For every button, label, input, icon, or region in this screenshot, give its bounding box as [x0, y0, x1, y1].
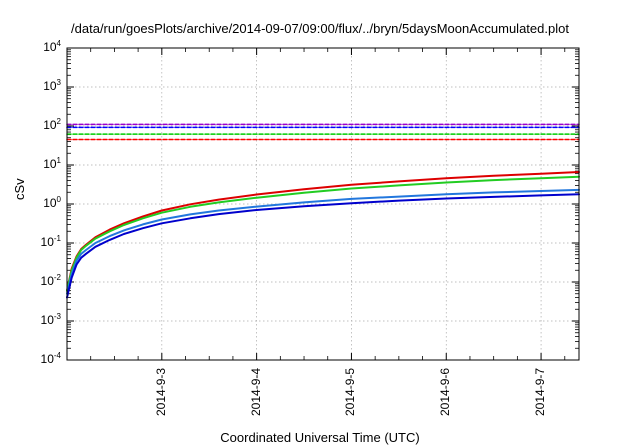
y-tick-base: 10	[40, 352, 54, 366]
x-tick-label: 2014-9-4	[248, 367, 263, 416]
y-tick-exponent: 3	[56, 78, 61, 87]
y-tick-label: 102	[21, 117, 61, 132]
series-line-2	[66, 188, 580, 295]
y-tick-base: 10	[43, 157, 57, 171]
y-tick-exponent: 0	[56, 195, 61, 204]
series-line-0	[66, 171, 580, 292]
x-tick-label: 2014-9-5	[343, 367, 358, 416]
x-axis-label: Coordinated Universal Time (UTC)	[220, 430, 420, 445]
y-tick-label: 100	[21, 195, 61, 210]
y-tick-exponent: -1	[53, 234, 61, 243]
y-tick-base: 10	[43, 79, 57, 93]
y-tick-label: 10-2	[21, 273, 61, 288]
y-tick-label: 10-1	[21, 234, 61, 249]
y-tick-label: 101	[21, 156, 61, 171]
y-tick-label: 10-4	[21, 351, 61, 366]
y-tick-label: 10-3	[21, 312, 61, 327]
chart-title: /data/run/goesPlots/archive/2014-09-07/0…	[71, 21, 569, 36]
y-tick-exponent: 2	[56, 117, 61, 126]
y-tick-base: 10	[40, 274, 54, 288]
y-tick-exponent: 4	[56, 39, 61, 48]
x-tick-label: 2014-9-6	[438, 367, 453, 416]
x-tick-label: 2014-9-3	[153, 367, 168, 416]
y-axis-label: cSv	[12, 178, 27, 200]
y-tick-label: 103	[21, 78, 61, 93]
y-tick-base: 10	[43, 196, 57, 210]
y-tick-exponent: -2	[53, 273, 61, 282]
series-line-1	[66, 175, 580, 292]
y-tick-base: 10	[40, 235, 54, 249]
y-tick-label: 104	[21, 39, 61, 54]
y-tick-exponent: 1	[56, 156, 61, 165]
x-tick-label: 2014-9-7	[533, 367, 548, 416]
y-tick-base: 10	[40, 313, 54, 327]
series-line-3	[66, 193, 580, 299]
y-tick-exponent: -3	[53, 312, 61, 321]
plot-frame	[66, 47, 580, 361]
y-tick-exponent: -4	[53, 351, 61, 360]
y-tick-base: 10	[43, 40, 57, 54]
y-tick-base: 10	[43, 118, 57, 132]
